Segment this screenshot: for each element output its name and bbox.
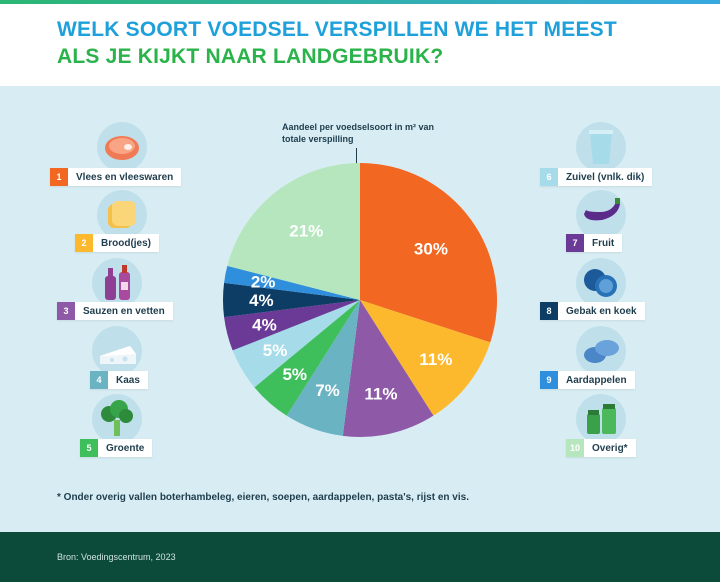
pie-slice-7 (224, 300, 360, 351)
footnote: * Onder overig vallen boterhambeleg, eie… (57, 492, 469, 503)
legend-number: 5 (80, 439, 98, 457)
legend-number: 7 (566, 234, 584, 252)
pie-slice-label-3: 11% (364, 385, 397, 404)
legend-number: 4 (90, 371, 108, 389)
pie-slice-10 (227, 163, 360, 300)
legend-label: Groente (106, 442, 145, 454)
potatoes-icon (576, 326, 626, 376)
legend-item-4: 4 Kaas (90, 371, 148, 389)
legend-number: 9 (540, 371, 558, 389)
eggplant-icon (576, 190, 626, 240)
pie-slice-label-9: 2% (251, 273, 276, 292)
cookies-icon (576, 258, 626, 308)
bread-icon (97, 190, 147, 240)
legend-item-3: 3 Sauzen en vetten (57, 302, 173, 320)
legend-number: 1 (50, 168, 68, 186)
source-text: Bron: Voedingscentrum, 2023 (57, 552, 176, 562)
meat-icon (97, 122, 147, 172)
legend-label: Overig* (592, 442, 628, 454)
pie-slice-label-8: 4% (249, 291, 274, 310)
pie-slice-4 (286, 300, 360, 436)
pie-slice-9 (224, 265, 360, 300)
yoghurt-icon (576, 122, 626, 172)
pie-slice-label-6: 5% (263, 341, 288, 360)
legend-label: Aardappelen (566, 374, 627, 386)
legend-label: Brood(jes) (101, 237, 151, 249)
legend-item-2: 2 Brood(jes) (75, 234, 159, 252)
legend-item-9: 9 Aardappelen (540, 371, 635, 389)
legend-item-8: 8 Gebak en koek (540, 302, 645, 320)
pie-caption-leader (356, 148, 357, 164)
pie-slice-8 (223, 282, 360, 318)
title-line-2: ALS JE KIJKT NAAR LANDGEBRUIK? (57, 45, 444, 68)
pie-slice-label-10: 21% (289, 222, 323, 241)
title-line-1: WELK SOORT VOEDSEL VERSPILLEN WE HET MEE… (57, 18, 617, 41)
cheese-icon (92, 326, 142, 376)
legend-number: 2 (75, 234, 93, 252)
legend-label: Zuivel (vnlk. dik) (566, 171, 645, 183)
pie-chart: 30%11%11%7%5%5%4%4%2%21% (223, 163, 497, 437)
pie-slice-label-1: 30% (414, 239, 448, 258)
legend-label: Fruit (592, 237, 615, 249)
legend-label: Sauzen en vetten (83, 305, 165, 317)
top-accent-bar (0, 0, 720, 4)
pie-slice-1 (360, 163, 497, 343)
jars-icon (576, 394, 626, 444)
legend-number: 6 (540, 168, 558, 186)
header: WELK SOORT VOEDSEL VERSPILLEN WE HET MEE… (0, 4, 720, 86)
pie-slice-label-5: 5% (282, 365, 307, 384)
pie-caption: Aandeel per voedselsoort in m² van total… (282, 122, 435, 144)
pie-slice-2 (360, 300, 491, 416)
legend-label: Vlees en vleeswaren (76, 171, 174, 183)
bottles-icon (92, 258, 142, 308)
pie-slice-3 (342, 300, 434, 437)
footer: Bron: Voedingscentrum, 2023 (0, 532, 720, 582)
legend-item-1: 1 Vlees en vleeswaren (50, 168, 182, 186)
pie-slice-label-4: 7% (315, 381, 340, 400)
legend-label: Gebak en koek (566, 305, 637, 317)
pie-slice-6 (232, 300, 360, 388)
legend-item-10: 10 Overig* (566, 439, 636, 457)
legend-number: 3 (57, 302, 75, 320)
broccoli-icon (92, 394, 142, 444)
pie-slice-5 (254, 300, 360, 416)
legend-number: 8 (540, 302, 558, 320)
pie-slice-label-7: 4% (252, 316, 277, 335)
legend-number: 10 (566, 439, 584, 457)
legend-label: Kaas (116, 374, 140, 386)
pie-slice-label-2: 11% (419, 350, 452, 369)
legend-item-6: 6 Zuivel (vnlk. dik) (540, 168, 653, 186)
legend-item-7: 7 Fruit (566, 234, 623, 252)
legend-item-5: 5 Groente (80, 439, 153, 457)
